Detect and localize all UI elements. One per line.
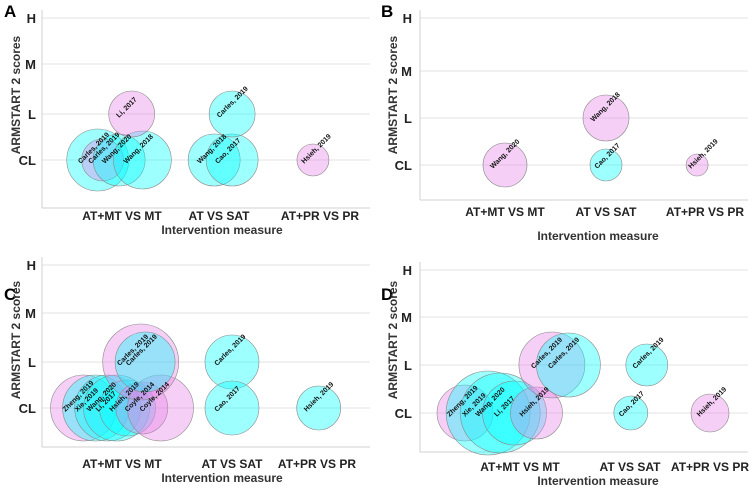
x-tick-label: AT+PR VS PR — [281, 209, 359, 223]
y-tick-label: CL — [395, 406, 412, 421]
y-tick-label: M — [25, 57, 36, 72]
bubble-cyan — [205, 133, 259, 187]
bubble-pink — [518, 331, 586, 399]
panel-letter: A — [4, 2, 16, 21]
bubble-cyan — [187, 133, 241, 187]
panel-letter: C — [4, 285, 16, 304]
y-tick-label: CL — [19, 401, 36, 416]
bubble-cyan — [83, 374, 150, 442]
y-axis-title: ARMSTART 2 scores — [9, 280, 23, 399]
x-tick-label: AT+PR VS PR — [671, 460, 749, 474]
x-axis-title: Intervention measure — [537, 474, 659, 488]
x-tick-label: AT+PR VS PR — [666, 205, 744, 219]
y-axis-title: ARMSTART 2 scores — [9, 35, 23, 154]
bubble-cyan — [74, 374, 141, 442]
x-tick-label: AT+MT VS MT — [465, 205, 545, 219]
bubble-cyan — [296, 385, 342, 431]
x-tick-label: AT+MT VS MT — [82, 209, 162, 223]
x-axis-title: Intervention measure — [537, 229, 659, 243]
bubble-cyan — [204, 334, 260, 390]
x-tick-label: AT VS SAT — [576, 205, 638, 219]
panel-c: C CL L M H ARMSTART 2 scores AT+MT VS MT AT VS … — [4, 257, 370, 485]
y-tick-label: L — [28, 355, 36, 370]
bubble-pink — [690, 393, 730, 433]
x-tick-label: AT VS SAT — [189, 209, 251, 223]
y-tick-label: CL — [19, 153, 36, 168]
bubble-pink — [127, 374, 194, 442]
bubble-cyan — [92, 133, 146, 187]
x-tick-label: AT+PR VS PR — [278, 457, 356, 471]
bubble-cyan — [613, 395, 649, 431]
y-tick-label: H — [27, 11, 36, 26]
y-tick-label: L — [28, 107, 36, 122]
bubble-pink — [296, 143, 330, 177]
y-tick-label: H — [403, 263, 412, 278]
bubble-cyan — [204, 380, 260, 436]
y-tick-label: H — [27, 258, 36, 273]
bubble-pink — [582, 94, 630, 142]
y-tick-label: M — [401, 64, 412, 79]
bubble-pink — [115, 381, 169, 435]
bubble-pink — [436, 384, 494, 442]
x-axis-title: Intervention measure — [161, 223, 283, 237]
panel-letter: B — [381, 2, 393, 21]
y-tick-label: H — [403, 11, 412, 26]
x-tick-label: AT+MT VS MT — [480, 460, 560, 474]
bubble-cyan — [114, 331, 176, 393]
panel-a: A CL L M H ARMSTART 2 scores AT+MT VS MT AT VS … — [4, 2, 370, 237]
y-tick-label: L — [404, 358, 412, 373]
bubble-cyan — [482, 380, 547, 446]
y-tick-label: M — [25, 306, 36, 321]
bubble-pink — [685, 153, 709, 177]
bubble-pink — [81, 138, 124, 182]
y-tick-label: L — [404, 111, 412, 126]
panel-letter: D — [381, 285, 393, 304]
bubble-cyan — [536, 332, 601, 398]
y-axis-title: ARMSTART 2 scores — [386, 280, 400, 399]
bubble-cyan — [445, 370, 531, 456]
x-tick-label: AT+MT VS MT — [82, 457, 162, 471]
x-axis-title: Intervention measure — [161, 471, 283, 485]
y-tick-label: CL — [395, 158, 412, 173]
bubble-pink — [482, 142, 528, 188]
bubble-pink — [510, 386, 563, 440]
x-tick-label: AT VS SAT — [600, 460, 662, 474]
bubble-cyan — [589, 148, 623, 182]
bubble-cyan — [625, 343, 669, 387]
bubble-cyan — [208, 90, 256, 138]
bubble-pink — [108, 90, 155, 138]
bubble-cyan — [113, 130, 172, 190]
y-tick-label: M — [401, 310, 412, 325]
y-axis-title: ARMSTART 2 scores — [386, 35, 400, 154]
bubble-cyan — [66, 128, 130, 192]
x-tick-label: AT VS SAT — [202, 457, 264, 471]
